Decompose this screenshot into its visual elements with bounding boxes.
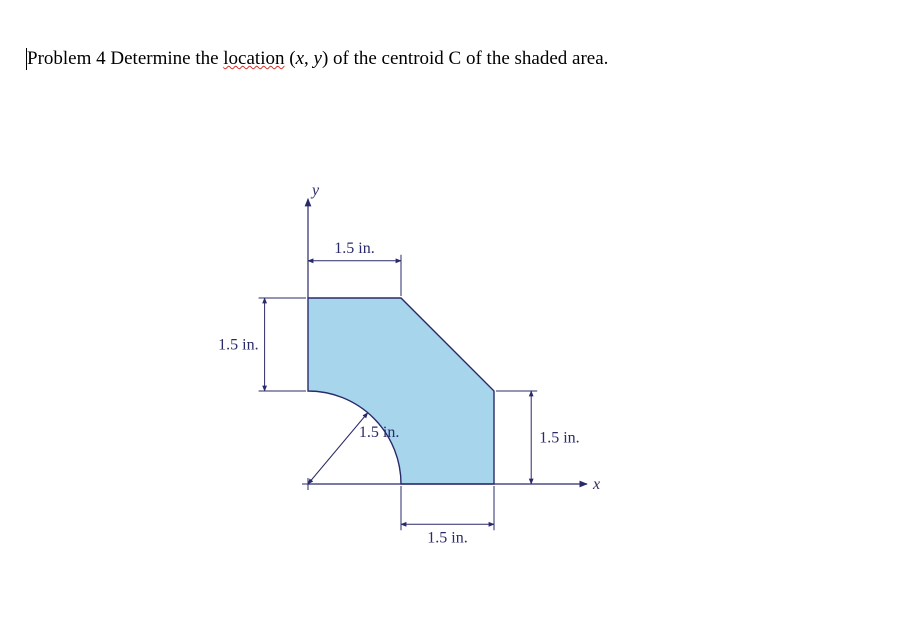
- dim-top-label: 1.5 in.: [334, 240, 374, 257]
- dim-radius-label: 1.5 in.: [359, 424, 399, 441]
- dim-bottom-label: 1.5 in.: [427, 529, 467, 546]
- dim-left-label: 1.5 in.: [218, 337, 258, 354]
- x-axis-label: x: [592, 476, 600, 493]
- y-axis-label: y: [310, 182, 320, 199]
- shaded-region: [308, 298, 494, 484]
- dim-right-label: 1.5 in.: [539, 430, 579, 447]
- figure-diagram: x y 1.5 in. 1.5 in. 1.5 in. 1.5 in. 1.5 in.: [0, 0, 902, 621]
